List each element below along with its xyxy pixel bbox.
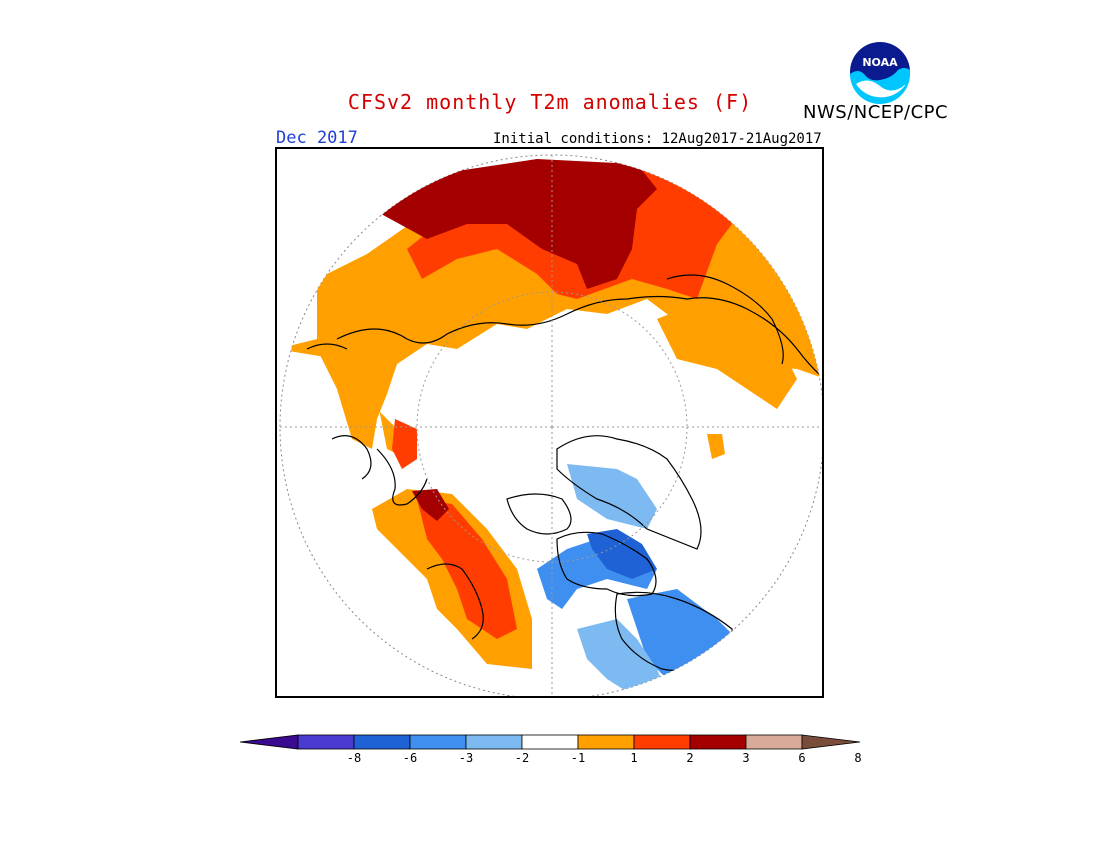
anomaly-region-yukon-darkred [412,489,449,521]
agency-label: NWS/NCEP/CPC [803,102,949,123]
colorbar-tick-label: 3 [742,751,749,765]
colorbar-tick-label: -2 [515,751,529,765]
anomaly-region-iceland-orange [707,434,725,459]
graticule [280,155,822,696]
colorbar-tick-label: 1 [630,751,637,765]
colorbar-tick-label: -3 [459,751,473,765]
anomaly-region-europe-orange [657,299,797,409]
colorbar-swatch [297,734,355,750]
anomaly-region-greenland-lightblue [567,464,657,529]
colorbar-swatch [745,734,803,750]
colorbar-tick-label: -1 [571,751,585,765]
colorbar-swatch [353,734,411,750]
anomaly-region-hudson-darkblue [587,529,657,579]
colorbar-tick-label: 2 [686,751,693,765]
colorbar-tick-label: -8 [347,751,361,765]
initial-conditions-label: Initial conditions: 12Aug2017-21Aug2017 [493,131,822,147]
colorbar-swatch [633,734,691,750]
colorbar-arrow-left [239,734,299,750]
colorbar-tick-label: -6 [403,751,417,765]
colorbar-tick-label: 8 [854,751,861,765]
colorbar-swatch [689,734,747,750]
anomaly-region-kamchatka-red [392,419,417,469]
colorbar-legend: -8 -6 -3 -2 -1 1 2 3 6 8 [239,734,862,765]
noaa-logo-icon: NOAA [848,40,912,104]
colorbar-swatch [465,734,523,750]
map-title: CFSv2 monthly T2m anomalies (F) [347,90,753,114]
logo-text: NOAA [862,56,898,69]
anomaly-region-eurasia-darkred [372,159,657,289]
colorbar-swatch [577,734,635,750]
polar-map [279,154,822,696]
colorbar-swatch [521,734,579,750]
colorbar-tick-label: 6 [798,751,805,765]
anomaly-region-quebec-lightblue [577,619,667,696]
colorbar-arrow-right [801,734,861,750]
anomaly-region-canada-red [417,499,517,639]
map-panel [275,147,824,698]
colorbar-swatch [409,734,467,750]
target-month-label: Dec 2017 [276,128,358,148]
